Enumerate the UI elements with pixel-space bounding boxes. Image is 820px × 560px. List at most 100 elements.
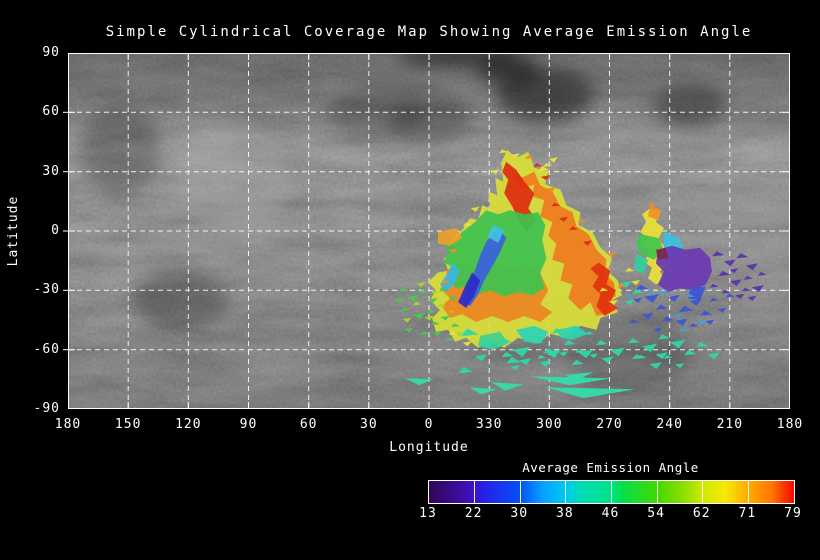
fragment-yellow-fragments	[510, 153, 520, 159]
fragment-teal-fragments	[519, 358, 532, 366]
fragment-yellow-green-fragments	[402, 317, 412, 323]
coverage-patch-cyan-bottom-2	[556, 325, 589, 340]
fragment-red-fragments	[569, 226, 579, 231]
fragment-yellow-green-fragments	[412, 301, 422, 306]
colorbar-title: Average Emission Angle	[522, 460, 699, 475]
emission-angle-overlay	[394, 149, 767, 399]
colorbar	[428, 480, 795, 504]
fragment-teal-fragments	[649, 362, 662, 370]
fragment-teal-fragments	[610, 347, 625, 357]
fragment-green-fragments-west	[432, 331, 442, 337]
fragment-teal-fragments	[707, 352, 720, 360]
colorbar-divider	[565, 481, 567, 503]
fragment-yellow-green-fragments	[448, 310, 455, 313]
x-tick-label: 30	[360, 417, 378, 432]
fragment-purple-fragments	[721, 289, 731, 294]
x-tick-label: 90	[239, 417, 258, 432]
fragment-purple-fragments	[747, 295, 757, 301]
fragment-yellow-fragments	[462, 222, 472, 227]
fragment-teal-fragments	[479, 339, 495, 349]
fragment-purple-fragments	[712, 251, 725, 257]
fragment-green-fragments-west	[420, 331, 430, 335]
fragment-teal-fragments	[568, 325, 578, 331]
fragment-blue-fragments	[662, 316, 675, 322]
fragment-red-fragments	[551, 202, 561, 207]
fragment-teal-fragments	[595, 340, 608, 346]
fragment-light-blue-fragments	[659, 289, 669, 295]
fragment-yellow-green-fragments	[430, 289, 440, 294]
fragment-orange-fragments	[440, 279, 450, 284]
fragment-orange-fragments	[546, 187, 556, 193]
fragment-green-fragments-west	[426, 309, 436, 314]
fragment-teal-fragments	[571, 359, 584, 366]
coverage-patch-orange-arm	[510, 167, 616, 316]
x-tick-label: 60	[299, 417, 318, 432]
x-tick-label: 300	[536, 417, 563, 432]
fragment-green-fragments-west	[418, 289, 428, 294]
fragment-teal-fragments	[663, 354, 673, 359]
coverage-sliver	[565, 372, 594, 382]
fragment-teal-fragments	[589, 353, 598, 359]
fragment-purple-fragments	[736, 253, 749, 259]
fragment-purple-fragments	[718, 270, 731, 277]
y-axis-label: Latitude	[6, 195, 21, 267]
colorbar-tick-label: 71	[738, 506, 757, 521]
colorbar-tick-label: 30	[510, 506, 529, 521]
fragment-blue-fragments	[717, 307, 727, 313]
x-tick-label: 180	[776, 417, 804, 432]
fragment-teal-fragments	[696, 342, 709, 348]
coverage-sliver	[469, 387, 498, 395]
colorbar-divider	[611, 481, 612, 503]
fragment-yellow-fragments	[548, 157, 558, 163]
fragment-blue-fragments	[675, 318, 688, 326]
fragment-teal-fragments	[539, 360, 552, 368]
fragment-red-fragments	[533, 163, 543, 167]
fragment-blue-fragments	[636, 284, 648, 290]
fragment-teal-fragments	[501, 352, 514, 358]
fragment-green-fragments-west	[450, 323, 460, 328]
fragment-blue-fragments	[678, 305, 694, 313]
fragment-yellow-green-fragments	[416, 282, 426, 288]
fragment-purple-fragments	[745, 263, 758, 271]
fragment-teal-fragments	[543, 348, 556, 354]
fragment-yellow-fragments	[543, 163, 553, 167]
coverage-sliver	[531, 376, 612, 386]
fragment-yellow-green-fragments	[436, 303, 446, 308]
colorbar-tick-label: 38	[556, 506, 574, 521]
fragment-teal-fragments	[658, 334, 670, 340]
fragment-green-fragments-west	[430, 321, 440, 326]
fragment-purple-fragments	[751, 285, 764, 292]
fragment-yellow-fragments	[631, 280, 641, 286]
fragment-yellow-fragments	[448, 331, 458, 335]
fragment-yellow-green-fragments	[454, 331, 464, 337]
fragment-blue-fragments	[629, 319, 639, 324]
fragment-blue-fragments	[689, 299, 702, 306]
fragment-teal-fragments	[585, 331, 595, 335]
fragment-red-fragments	[558, 216, 568, 222]
fragment-orange-fragments	[577, 218, 587, 223]
fragment-yellow-fragments	[599, 287, 609, 292]
colorbar-divider	[519, 481, 521, 503]
fragment-blue-fragments	[641, 312, 654, 320]
map-plot-area	[63, 53, 790, 409]
fragment-teal-fragments	[675, 363, 685, 369]
fragment-teal-fragments	[458, 366, 474, 374]
fragment-teal-fragments	[684, 350, 697, 356]
coverage-patch-left-orange-patch	[438, 228, 463, 246]
fragment-teal-fragments	[632, 288, 644, 294]
fragment-teal-fragments	[460, 328, 479, 337]
fragment-teal-fragments	[637, 354, 647, 359]
fragment-purple-fragments	[757, 271, 767, 276]
x-axis-label: Longitude	[389, 440, 469, 455]
fragment-green-fragments-west	[407, 295, 419, 302]
colorbar-tick-label: 54	[647, 506, 665, 521]
fragment-light-blue-fragments	[697, 319, 707, 325]
y-tick-label: 60	[42, 104, 60, 120]
y-tick-label: -60	[33, 341, 60, 357]
fragment-yellow-fragments	[537, 166, 550, 172]
fragment-orange-fragments	[617, 283, 627, 288]
coverage-patch-purple-mass	[656, 245, 712, 293]
fragment-teal-fragments	[558, 351, 568, 357]
x-tick-label: 150	[114, 417, 142, 432]
